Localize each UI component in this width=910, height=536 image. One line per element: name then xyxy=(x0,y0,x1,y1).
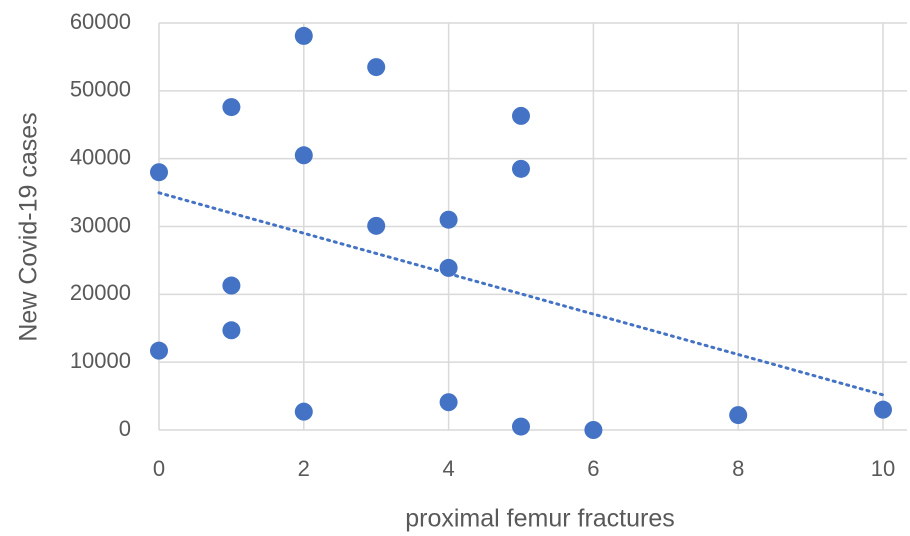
x-tick-label: 10 xyxy=(871,456,895,481)
x-tick-label: 6 xyxy=(587,456,599,481)
point xyxy=(512,106,530,125)
x-tick-label: 8 xyxy=(732,456,744,481)
y-tick-label: 0 xyxy=(119,416,131,441)
x-tick-label: 0 xyxy=(153,456,165,481)
point xyxy=(222,98,241,117)
point xyxy=(512,159,530,178)
point xyxy=(294,26,313,45)
point xyxy=(367,58,386,77)
y-tick-label: 50000 xyxy=(70,77,131,102)
point xyxy=(584,421,603,439)
y-tick-label: 60000 xyxy=(70,9,131,34)
y-tick-label: 30000 xyxy=(70,212,131,237)
x-tick-label: 2 xyxy=(298,456,310,481)
x-axis-label: proximal femur fractures xyxy=(405,505,675,533)
point xyxy=(729,406,748,425)
point xyxy=(439,210,458,229)
y-tick-label: 20000 xyxy=(70,280,131,305)
point xyxy=(439,393,458,412)
point xyxy=(874,400,892,419)
y-axis-label: New Covid-19 cases xyxy=(15,112,43,341)
point xyxy=(150,341,168,360)
x-tick-label: 4 xyxy=(442,456,454,481)
y-tick-label: 40000 xyxy=(70,144,131,169)
trendline xyxy=(157,191,885,397)
point xyxy=(222,321,241,340)
point xyxy=(367,216,386,235)
point xyxy=(294,146,313,165)
point xyxy=(439,258,458,277)
y-tick-label: 10000 xyxy=(70,348,131,373)
point xyxy=(294,402,313,421)
point xyxy=(512,417,530,436)
point xyxy=(150,163,168,182)
point xyxy=(222,276,241,295)
